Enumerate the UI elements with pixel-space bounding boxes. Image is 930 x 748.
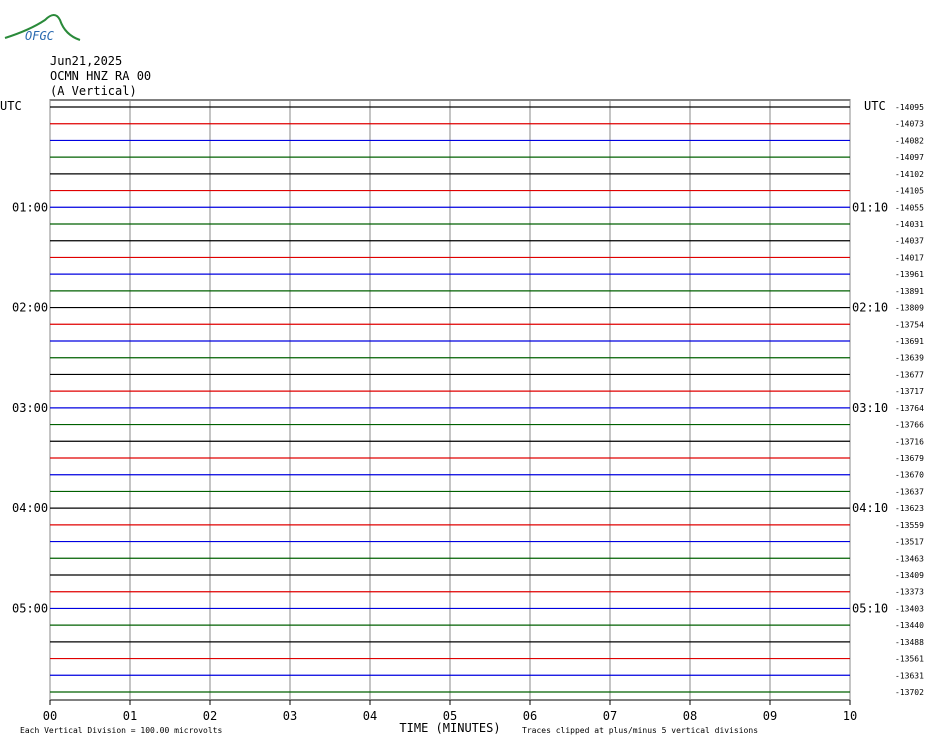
offset-label: -13488: [895, 638, 924, 647]
x-tick-label: 01: [123, 709, 137, 723]
offset-label: -13637: [895, 487, 924, 496]
offset-label: -13561: [895, 655, 924, 664]
right-time-label: 05:10: [852, 601, 888, 615]
offset-label: -13809: [895, 304, 924, 313]
offset-label: -13631: [895, 671, 924, 680]
offset-label: -14105: [895, 187, 924, 196]
x-tick-label: 02: [203, 709, 217, 723]
x-tick-label: 00: [43, 709, 57, 723]
offset-label: -14017: [895, 253, 924, 262]
x-axis-label: TIME (MINUTES): [399, 721, 500, 735]
offset-label: -14097: [895, 153, 924, 162]
offset-label: -13463: [895, 554, 924, 563]
x-tick-label: 10: [843, 709, 857, 723]
left-time-label: 02:00: [12, 301, 48, 315]
date: Jun21,2025: [50, 54, 122, 68]
station: OCMN HNZ RA 00: [50, 69, 151, 83]
offset-label: -13717: [895, 387, 924, 396]
x-tick-label: 03: [283, 709, 297, 723]
offset-label: -13961: [895, 270, 924, 279]
offset-label: -14095: [895, 103, 924, 112]
offset-label: -13766: [895, 421, 924, 430]
x-tick-label: 04: [363, 709, 377, 723]
clip-note: Traces clipped at plus/minus 5 vertical …: [522, 726, 758, 735]
offset-label: -13891: [895, 287, 924, 296]
offset-label: -14037: [895, 237, 924, 246]
offset-label: -13559: [895, 521, 924, 530]
offset-label: -13373: [895, 588, 924, 597]
right-time-label: 03:10: [852, 401, 888, 415]
x-tick-label: 07: [603, 709, 617, 723]
offset-label: -13691: [895, 337, 924, 346]
offset-label: -13716: [895, 437, 924, 446]
right-corner: UTC: [864, 99, 886, 113]
offset-label: -13670: [895, 471, 924, 480]
x-tick-label: 05: [443, 709, 457, 723]
offset-label: -13677: [895, 370, 924, 379]
left-corner: UTC: [0, 99, 22, 113]
offset-label: -13403: [895, 604, 924, 613]
offset-label: -13639: [895, 354, 924, 363]
offset-label: -14073: [895, 120, 924, 129]
offset-label: -14031: [895, 220, 924, 229]
right-time-label: 04:10: [852, 501, 888, 515]
left-time-label: 04:00: [12, 501, 48, 515]
x-tick-label: 08: [683, 709, 697, 723]
offset-label: -13702: [895, 688, 924, 697]
offset-label: -13623: [895, 504, 924, 513]
logo-text: OFGC: [25, 29, 55, 43]
offset-label: -13409: [895, 571, 924, 580]
x-tick-label: 06: [523, 709, 537, 723]
scale-note: Each Vertical Division = 100.00 microvol…: [20, 726, 222, 735]
right-time-label: 02:10: [852, 301, 888, 315]
offset-label: -13754: [895, 320, 924, 329]
left-time-label: 01:00: [12, 200, 48, 214]
right-time-label: 01:10: [852, 200, 888, 214]
component: (A Vertical): [50, 84, 137, 98]
offset-label: -13764: [895, 404, 924, 413]
x-tick-label: 09: [763, 709, 777, 723]
left-time-label: 03:00: [12, 401, 48, 415]
offset-label: -14082: [895, 136, 924, 145]
offset-label: -13679: [895, 454, 924, 463]
offset-label: -14102: [895, 170, 924, 179]
offset-label: -13440: [895, 621, 924, 630]
left-time-label: 05:00: [12, 601, 48, 615]
offset-label: -14055: [895, 203, 924, 212]
logo-mark: [4, 14, 81, 41]
offset-label: -13517: [895, 538, 924, 547]
